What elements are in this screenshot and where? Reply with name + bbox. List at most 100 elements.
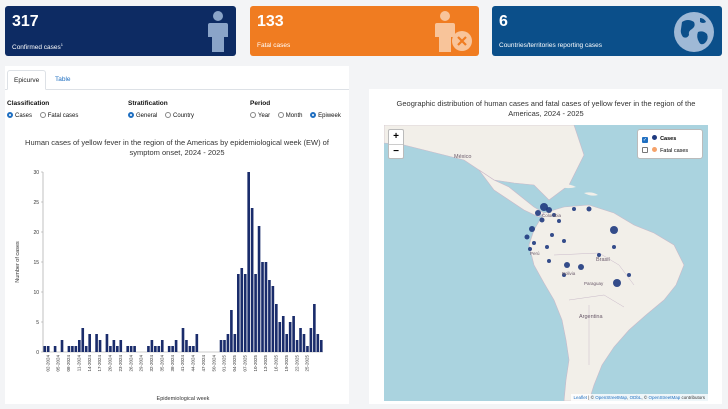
bar [285,334,289,352]
case-marker [572,207,576,211]
zoom-out-button[interactable]: − [389,144,403,158]
bar [43,346,47,352]
bar [309,328,313,352]
radio-checked-icon[interactable] [7,112,13,118]
case-marker [524,234,530,240]
map-legend: ✓ Cases Fatal cases [637,129,703,159]
y-tick-label: 30 [33,170,39,176]
case-marker [627,273,631,277]
bar [219,340,223,352]
person-fatal-icon [435,11,472,52]
leaflet-link[interactable]: Leaflet [573,395,588,400]
x-tick-label: 26-2024 [128,355,133,372]
bar [116,346,119,352]
bar [98,340,102,352]
bar [129,346,133,352]
case-marker [562,273,566,277]
radio-checked-icon[interactable] [128,112,134,118]
radio-icon[interactable] [165,112,172,118]
case-marker [535,210,541,216]
case-marker [552,213,556,217]
odbl-link[interactable]: ODbL [629,395,642,400]
x-tick-label: 02-2024 [45,355,50,372]
stratification-country-option[interactable]: Country [165,112,194,119]
bar [150,340,154,352]
north-america-land [384,125,585,201]
bar [81,328,85,352]
bar [74,346,78,352]
y-tick-label: 10 [33,290,39,296]
stratification-general-option[interactable]: General [128,112,157,119]
south-america-land [528,204,685,401]
case-marker [557,219,561,223]
x-tick-label: 14-2024 [87,355,92,372]
x-tick-label: 29-2024 [139,355,144,372]
bar [268,280,271,352]
x-tick-label: 44-2024 [191,355,196,372]
attribution-text: | © [588,395,595,400]
bar [281,316,285,352]
bar [299,328,302,352]
legend-cases-row[interactable]: ✓ Cases [642,135,676,143]
bar [147,346,150,352]
case-marker [550,233,554,237]
bar [67,346,71,352]
radio-icon[interactable] [250,112,256,118]
bar [119,340,123,352]
radio-icon[interactable] [39,112,46,118]
option-label: Cases [15,113,33,119]
period-year-option[interactable]: Year [250,112,270,119]
checkbox-icon[interactable] [642,147,648,153]
osm-link[interactable]: OpenStreetMap [595,395,628,400]
bar [254,274,257,352]
option-label: Month [285,113,303,119]
radio-icon[interactable] [277,112,284,118]
map-view[interactable]: México Brasil Paraguay Argentina Colombi… [384,125,708,401]
map-label: México [454,154,471,160]
classification-fatal-option[interactable]: Fatal cases [39,112,78,119]
map-labels: México Brasil Paraguay Argentina Colombi… [454,154,610,320]
bar [302,334,306,352]
fatal-cases-value: 133 [257,13,284,30]
y-axis-title: Number of cases [15,241,21,283]
bar [257,226,261,352]
bar [181,328,185,352]
classification-cases-option[interactable]: Cases [7,112,32,119]
x-tick-label: 04-2025 [232,355,237,372]
bar [112,340,116,352]
legend-fatal-label: Fatal cases [660,148,689,154]
legend-fatal-row[interactable]: Fatal cases [642,147,688,154]
tab-table[interactable]: Table [55,76,71,83]
x-tick-label: 13-2025 [263,355,268,372]
confirmed-cases-card: 317 Confirmed cases1 [5,6,236,56]
bar [88,334,91,352]
bar [154,346,157,352]
stratification-title: Stratification [128,100,168,107]
case-marker [562,239,566,243]
bar [167,346,171,352]
radio-checked-icon[interactable] [310,112,317,118]
bar [243,274,247,352]
bar [84,346,88,352]
bar [46,346,50,352]
zoom-in-button[interactable]: + [393,131,399,142]
case-marker [545,245,549,249]
map-label: Colombia [542,213,562,218]
case-marker [578,264,584,270]
case-marker [528,247,532,251]
caribbean-island [554,183,576,189]
x-tick-label: 38-2024 [170,355,175,372]
osm-link-2[interactable]: OpenStreetMap [648,395,681,400]
x-axis-title: Epidemiological week [157,396,210,402]
case-marker [540,203,548,211]
bar [316,334,320,352]
tab-epicurve[interactable]: Epicurve [7,70,47,90]
footnote-marker: 1 [60,42,64,47]
checkbox-checked-icon[interactable]: ✓ [642,137,648,143]
bar [71,346,74,352]
period-epiweek-option[interactable]: Epiweek [310,112,341,119]
classification-title: Classification [7,100,50,107]
period-month-option[interactable]: Month [277,112,303,119]
map-attribution: Leaflet | © OpenStreetMap, ODbL, © OpenS… [570,394,708,401]
case-marker [613,279,621,287]
